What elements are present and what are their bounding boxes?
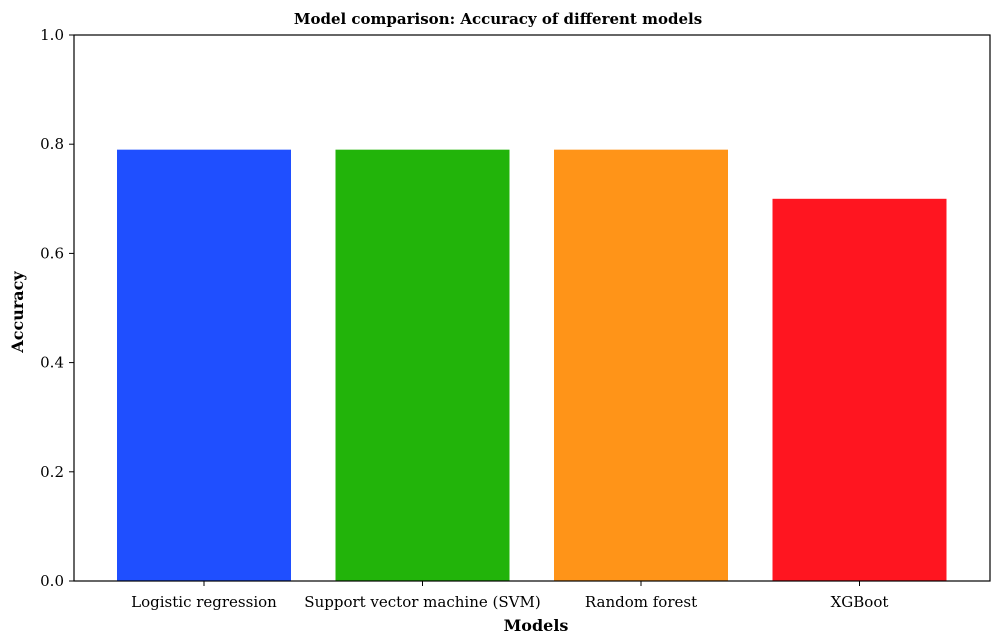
x-tick-label: XGBoot [831,593,889,611]
x-tick-label: Support vector machine (SVM) [304,593,540,611]
chart-title: Model comparison: Accuracy of different … [294,10,702,28]
y-axis: 0.0 0.2 0.4 0.6 0.8 1.0 [40,26,74,590]
bar-2 [335,149,510,581]
bar-group [117,149,947,582]
y-tick-label: 0.8 [40,135,64,153]
y-tick-label: 1.0 [40,26,64,44]
plot-frame [73,34,991,582]
y-tick-label: 0.0 [40,572,64,590]
bar-4 [772,198,947,582]
bar-1 [117,149,291,581]
x-tick-label: Logistic regression [131,593,277,611]
x-axis: Logistic regression Support vector machin… [131,581,888,611]
x-axis-label: Models [504,616,569,635]
bar-3 [554,149,728,581]
y-tick-label: 0.4 [40,354,64,372]
y-tick-label: 0.6 [40,244,64,262]
y-tick-label: 0.2 [40,463,64,481]
x-tick-label: Random forest [585,593,697,611]
y-axis-label: Accuracy [8,271,27,354]
